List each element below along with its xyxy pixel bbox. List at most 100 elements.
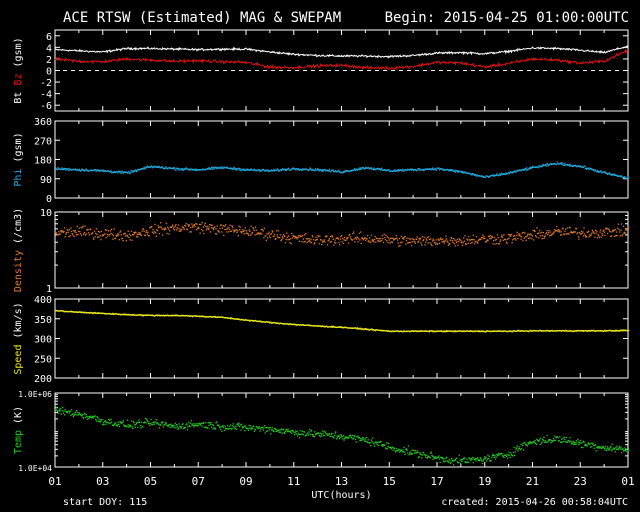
- data-point: [267, 321, 269, 323]
- data-point: [168, 233, 170, 235]
- data-point: [189, 315, 191, 317]
- data-point: [584, 165, 586, 168]
- data-point: [251, 169, 253, 171]
- data-point: [600, 170, 602, 172]
- data-point: [598, 447, 600, 449]
- data-point: [290, 242, 292, 245]
- panel-frame: [54, 298, 629, 379]
- data-point: [614, 329, 616, 331]
- data-point: [328, 170, 330, 172]
- data-point: [492, 453, 494, 455]
- data-point: [619, 445, 621, 448]
- data-point: [380, 330, 382, 332]
- data-point: [331, 169, 334, 172]
- data-point: [423, 236, 425, 239]
- data-point: [123, 314, 126, 316]
- data-point: [274, 428, 276, 430]
- data-point: [298, 324, 301, 326]
- data-point: [447, 169, 450, 171]
- data-point: [223, 234, 225, 236]
- data-point: [288, 238, 290, 241]
- data-point: [388, 446, 390, 449]
- data-point: [472, 330, 474, 333]
- data-point: [493, 240, 495, 242]
- data-point: [423, 330, 425, 332]
- data-point: [385, 447, 387, 450]
- data-point: [545, 330, 547, 332]
- data-point: [581, 166, 583, 168]
- data-point: [612, 230, 614, 232]
- data-point: [449, 462, 451, 464]
- data-point: [118, 423, 120, 425]
- data-point: [225, 228, 227, 231]
- data-point: [260, 232, 262, 234]
- data-point: [300, 236, 302, 238]
- data-point: [306, 241, 308, 244]
- data-point: [615, 174, 618, 176]
- data-point: [118, 170, 120, 172]
- data-point: [521, 448, 523, 450]
- data-point: [276, 234, 278, 236]
- data-point: [573, 330, 575, 332]
- data-point: [354, 327, 356, 329]
- data-point: [58, 410, 60, 412]
- data-point: [511, 172, 513, 174]
- data-point: [98, 169, 100, 172]
- data-point: [438, 242, 441, 244]
- data-point: [238, 167, 240, 169]
- data-point: [382, 329, 384, 332]
- data-point: [571, 330, 573, 332]
- data-point: [434, 241, 436, 244]
- data-point: [508, 172, 511, 175]
- data-point: [498, 452, 500, 455]
- data-point: [430, 169, 432, 171]
- data-point: [260, 229, 262, 231]
- data-point: [518, 235, 520, 237]
- data-point: [142, 167, 145, 170]
- data-point: [142, 315, 145, 317]
- data-point: [387, 241, 389, 244]
- data-point: [401, 449, 403, 451]
- data-point: [362, 239, 364, 241]
- data-point: [143, 422, 145, 424]
- data-point: [616, 175, 618, 177]
- data-point: [531, 441, 533, 444]
- data-point: [82, 311, 84, 313]
- data-point: [324, 241, 326, 243]
- data-point: [366, 167, 368, 169]
- data-point: [140, 313, 142, 316]
- data-point: [512, 171, 514, 173]
- data-point: [161, 314, 163, 317]
- data-point: [526, 234, 529, 236]
- data-point: [321, 244, 323, 246]
- data-point: [600, 447, 602, 450]
- data-point: [540, 165, 543, 168]
- data-point: [149, 314, 151, 316]
- data-point: [150, 418, 152, 421]
- data-point: [542, 165, 544, 167]
- data-point: [121, 171, 124, 173]
- y-tick-label: 250: [34, 354, 52, 365]
- data-point: [475, 458, 478, 460]
- data-point: [409, 238, 411, 240]
- data-point: [410, 453, 413, 455]
- data-point: [180, 229, 182, 231]
- data-point: [180, 168, 182, 170]
- data-point: [533, 229, 536, 232]
- data-point: [326, 433, 328, 435]
- data-point: [510, 234, 512, 236]
- data-point: [245, 169, 247, 172]
- data-point: [196, 169, 198, 171]
- data-point: [465, 330, 467, 332]
- data-point: [509, 456, 511, 459]
- data-point: [281, 322, 283, 324]
- data-point: [587, 442, 590, 444]
- data-point: [526, 167, 528, 169]
- data-point: [500, 453, 502, 455]
- data-point: [491, 175, 493, 177]
- data-point: [216, 233, 218, 235]
- data-point: [518, 446, 520, 448]
- data-point: [505, 172, 507, 174]
- data-point: [302, 324, 304, 326]
- data-point: [267, 237, 269, 239]
